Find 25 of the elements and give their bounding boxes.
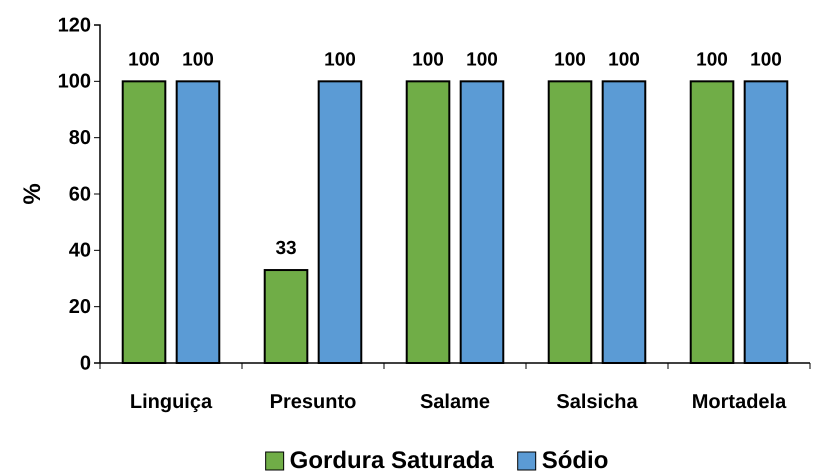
x-tick-label: Linguiça	[130, 391, 213, 413]
data-label: 100	[750, 49, 782, 70]
data-label: 100	[696, 49, 728, 70]
data-label: 33	[275, 238, 297, 260]
legend-label: Sódio	[542, 447, 608, 474]
data-label: 100	[412, 49, 444, 70]
x-tick-label: Presunto	[270, 391, 356, 413]
data-label: 100	[128, 49, 160, 70]
y-tick-label: 0	[80, 352, 91, 374]
data-label: 100	[608, 49, 640, 70]
x-tick-label: Mortadela	[692, 391, 788, 413]
y-tick-label: 100	[58, 70, 91, 93]
y-tick-label: 120	[58, 14, 91, 36]
data-label: 100	[554, 49, 586, 70]
data-label: 100	[182, 49, 214, 70]
y-tick-label: 60	[68, 183, 91, 206]
data-label: 100	[324, 49, 356, 70]
data-label: 100	[466, 49, 498, 70]
y-tick-label: 20	[68, 296, 91, 318]
x-tick-label: Salame	[420, 391, 490, 413]
x-tick-label: Salsicha	[556, 391, 638, 413]
legend-label: Gordura Saturada	[290, 447, 494, 474]
y-axis-title: %	[19, 183, 46, 205]
y-tick-label: 80	[68, 127, 91, 150]
y-tick-label: 40	[68, 240, 91, 262]
